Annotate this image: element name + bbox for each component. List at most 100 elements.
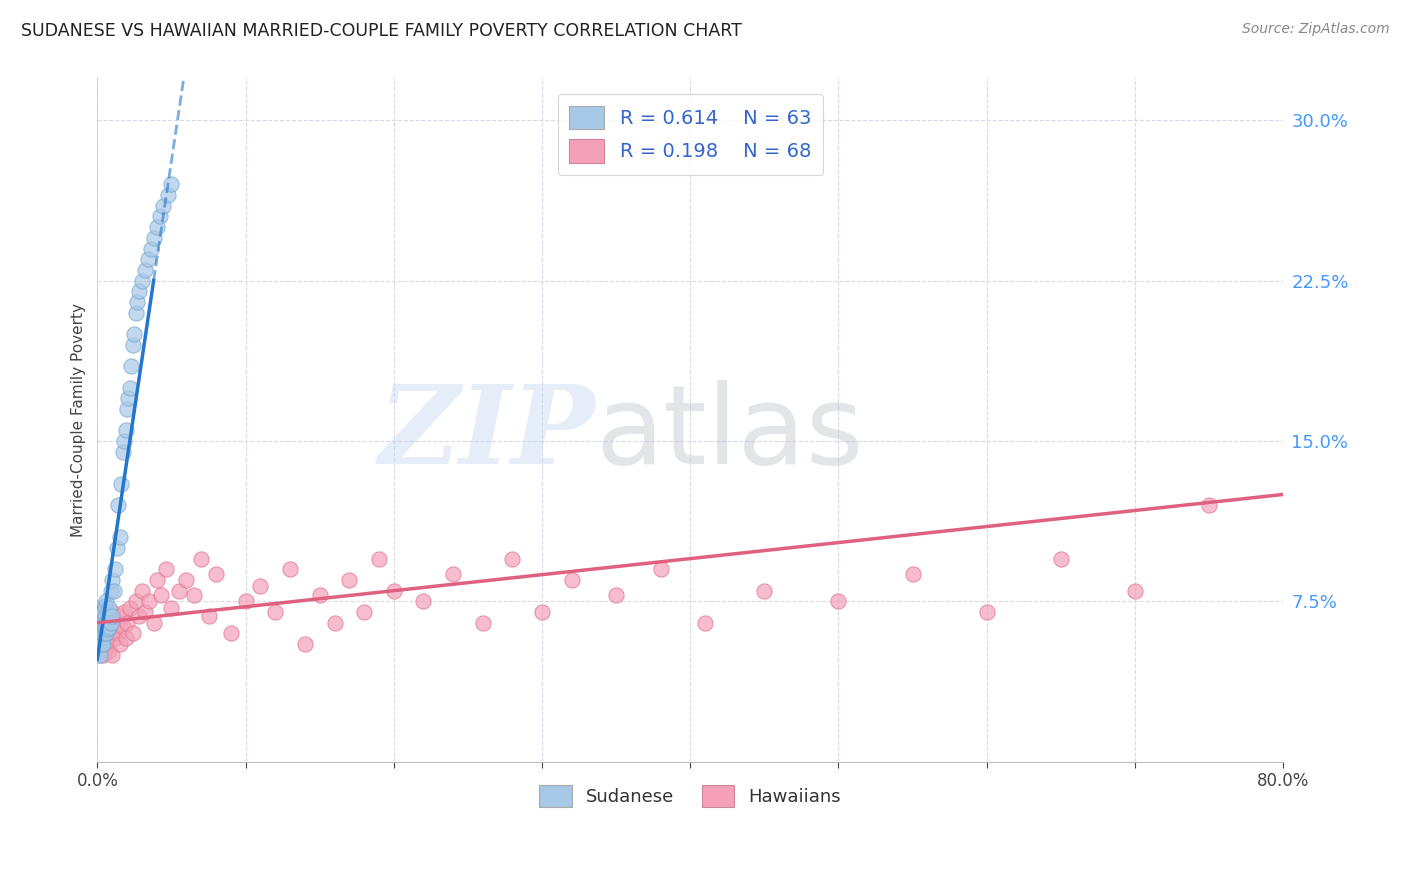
Point	[98, 600, 121, 615]
Point	[91, 626, 114, 640]
Point	[136, 252, 159, 267]
Point	[131, 583, 153, 598]
Point	[100, 583, 122, 598]
Point	[150, 588, 173, 602]
Point	[90, 615, 112, 630]
Point	[157, 188, 180, 202]
Point	[294, 637, 316, 651]
Point	[145, 220, 167, 235]
Point	[530, 605, 553, 619]
Point	[353, 605, 375, 619]
Point	[97, 609, 120, 624]
Point	[219, 626, 242, 640]
Point	[94, 609, 117, 624]
Point	[128, 609, 150, 624]
Point	[107, 626, 129, 640]
Point	[89, 637, 111, 651]
Point	[111, 620, 134, 634]
Point	[100, 615, 122, 630]
Point	[412, 594, 434, 608]
Point	[118, 380, 141, 394]
Point	[104, 631, 127, 645]
Point	[100, 615, 122, 630]
Point	[89, 626, 111, 640]
Point	[90, 631, 112, 645]
Point	[96, 594, 118, 608]
Point	[103, 626, 125, 640]
Point	[105, 541, 128, 555]
Point	[87, 605, 110, 619]
Point	[754, 583, 776, 598]
Point	[122, 337, 145, 351]
Point	[89, 615, 111, 630]
Point	[101, 573, 124, 587]
Point	[94, 643, 117, 657]
Point	[91, 648, 114, 662]
Point	[1198, 498, 1220, 512]
Point	[103, 583, 125, 598]
Legend: Sudanese, Hawaiians: Sudanese, Hawaiians	[531, 778, 848, 814]
Point	[104, 562, 127, 576]
Point	[97, 626, 120, 640]
Point	[145, 573, 167, 587]
Point	[101, 609, 124, 624]
Point	[89, 648, 111, 662]
Point	[1123, 583, 1146, 598]
Point	[174, 573, 197, 587]
Point	[235, 594, 257, 608]
Text: SUDANESE VS HAWAIIAN MARRIED-COUPLE FAMILY POVERTY CORRELATION CHART: SUDANESE VS HAWAIIAN MARRIED-COUPLE FAMI…	[21, 22, 742, 40]
Point	[382, 583, 405, 598]
Point	[115, 401, 138, 416]
Point	[101, 648, 124, 662]
Point	[101, 605, 124, 619]
Point	[160, 600, 183, 615]
Point	[125, 594, 148, 608]
Point	[107, 498, 129, 512]
Point	[124, 327, 146, 342]
Point	[111, 444, 134, 458]
Point	[91, 605, 114, 619]
Point	[91, 637, 114, 651]
Point	[114, 631, 136, 645]
Point	[167, 583, 190, 598]
Point	[89, 600, 111, 615]
Point	[138, 594, 160, 608]
Point	[110, 609, 132, 624]
Point	[368, 551, 391, 566]
Point	[441, 566, 464, 581]
Point	[127, 295, 149, 310]
Point	[323, 615, 346, 630]
Point	[97, 622, 120, 636]
Point	[90, 605, 112, 619]
Point	[91, 615, 114, 630]
Point	[89, 609, 111, 624]
Point	[125, 306, 148, 320]
Point	[110, 476, 132, 491]
Point	[98, 620, 121, 634]
Point	[96, 615, 118, 630]
Point	[90, 622, 112, 636]
Point	[131, 274, 153, 288]
Point	[134, 605, 156, 619]
Point	[693, 615, 716, 630]
Point	[94, 609, 117, 624]
Point	[650, 562, 672, 576]
Point	[87, 637, 110, 651]
Point	[501, 551, 523, 566]
Point	[205, 566, 228, 581]
Point	[118, 600, 141, 615]
Point	[308, 588, 330, 602]
Point	[108, 530, 131, 544]
Point	[901, 566, 924, 581]
Point	[87, 648, 110, 662]
Point	[249, 579, 271, 593]
Point	[197, 609, 219, 624]
Point	[122, 626, 145, 640]
Point	[108, 637, 131, 651]
Point	[96, 626, 118, 640]
Point	[264, 605, 287, 619]
Point	[89, 637, 111, 651]
Point	[90, 637, 112, 651]
Point	[90, 631, 112, 645]
Point	[120, 359, 142, 373]
